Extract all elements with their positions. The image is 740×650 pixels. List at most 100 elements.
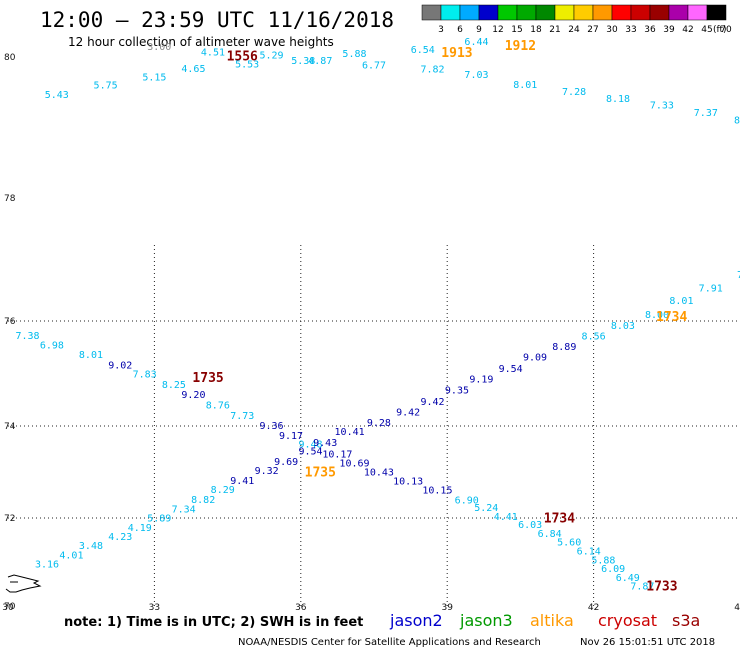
pass-time-label: 1913: [441, 46, 472, 61]
colorbar-label: 45: [701, 25, 712, 35]
map-subtitle: 12 hour collection of altimeter wave hei…: [68, 35, 334, 49]
wave-height-value: 3.16: [35, 559, 59, 570]
colorbar-swatch: [592, 4, 613, 21]
colorbar-swatch: [554, 4, 575, 21]
colorbar-label: 36: [644, 25, 656, 35]
colorbar-swatch: [649, 4, 670, 21]
wave-height-value: 7: [737, 270, 740, 281]
pass-time-labels: 1556 1913 1912 1735 1735 1734 1734 1733: [192, 39, 687, 595]
wave-height-value: 3.48: [79, 541, 103, 552]
wave-height-value: 9.28: [367, 418, 391, 429]
colorbar-label: 30: [606, 25, 618, 35]
wave-height-value: 6.44: [464, 37, 488, 48]
longitude-tick: 39: [441, 603, 453, 613]
wave-height-value: 10.17: [322, 449, 352, 460]
wave-height-value: 4.87: [308, 56, 332, 67]
map-title: 12:00 — 23:59 UTC 11/16/2018: [40, 8, 394, 32]
wave-height-value: 6.03: [518, 520, 542, 531]
wave-height-value: 7.33: [650, 100, 674, 111]
pass-time-label: 1734: [544, 511, 575, 526]
colorbar-label: 70: [720, 25, 732, 35]
colorbar-label: 18: [530, 25, 542, 35]
colorbar-swatch: [497, 4, 518, 21]
latitude-tick: 76: [4, 317, 16, 327]
pass-time-label: 1735: [192, 371, 223, 386]
wave-height-value: 5.60: [557, 538, 581, 549]
colorbar-label: 27: [587, 25, 598, 35]
wave-height-value: 7.87: [630, 581, 654, 592]
satellite-legend-s3a: s3a: [672, 611, 700, 630]
colorbar-swatch: [440, 4, 461, 21]
colorbar-swatch: [516, 4, 537, 21]
wave-height-value: 9.35: [445, 385, 469, 396]
wave-height-value: 10.69: [339, 458, 369, 469]
latitude-tick: 70: [4, 602, 16, 612]
pass-time-label: 1733: [646, 580, 677, 595]
wave-height-value: 9.48: [299, 440, 323, 451]
wave-height-value: 8.00: [645, 310, 669, 321]
colorbar-swatch: [668, 4, 689, 21]
wave-height-value: 9.43: [313, 438, 337, 449]
latitude-tick: 78: [4, 194, 16, 204]
wave-height-value: 9.42: [396, 408, 420, 419]
pass-time-label: 1912: [505, 39, 536, 54]
wave-height-value: 8.56: [582, 331, 606, 342]
colorbar-swatch: [687, 4, 708, 21]
colorbar-label: 21: [549, 25, 560, 35]
wave-height-value: 9.02: [108, 360, 132, 371]
wave-height-value: 6.84: [538, 529, 562, 540]
wave-height-value: 7.82: [421, 65, 445, 76]
longitude-tick: 45: [734, 603, 740, 613]
wave-height-value: 9.09: [523, 352, 547, 363]
wave-height-value: 8.25: [162, 380, 186, 391]
wave-height-value: 6.49: [616, 573, 640, 584]
colorbar-swatch: [478, 4, 499, 21]
footnote: note: 1) Time is in UTC; 2) SWH is in fe…: [64, 615, 363, 630]
wave-height-value: 9.54: [499, 364, 523, 375]
wave-height-value: 8.18: [606, 94, 630, 105]
colorbar-label: 39: [663, 25, 675, 35]
colorbar-label: 12: [492, 25, 503, 35]
wave-height-value: 8.01: [79, 350, 103, 361]
colorbar-label: 42: [682, 25, 693, 35]
wave-height-value: 6.54: [411, 45, 435, 56]
wave-height-value: 7.28: [562, 87, 586, 98]
lat-lon-grid: [8, 245, 738, 606]
wave-height-value: 4.65: [181, 64, 205, 75]
wave-height-value: 7.03: [464, 70, 488, 81]
satellite-legend-jason2: jason2: [389, 611, 443, 630]
wave-height-value: 9.19: [469, 374, 493, 385]
wave-height-value: 9.54: [299, 447, 323, 458]
wave-height-value: 7.37: [694, 108, 718, 119]
colorbar-swatch: [459, 4, 480, 21]
pass-time-label: 1735: [305, 466, 336, 481]
wave-height-value: 7.91: [699, 283, 723, 294]
wave-height-value: 10.15: [422, 486, 452, 497]
wave-height-value: 9.41: [230, 476, 254, 487]
longitude-tick: 42: [588, 603, 599, 613]
wave-height-value: 5.88: [342, 49, 366, 60]
wave-height-value: 6.09: [601, 564, 625, 575]
wave-height-value: 6.98: [40, 340, 64, 351]
wave-height-value: 4.19: [128, 523, 152, 534]
wave-height-value: 4.01: [59, 550, 83, 561]
colorbar-label: 33: [625, 25, 636, 35]
wave-height-value: 8.01: [669, 296, 693, 307]
wave-height-value: 3.00: [147, 42, 171, 53]
wave-height-value: 10.13: [393, 476, 423, 487]
wave-height-observations: 5.43 5.75 5.15 4.65 3.00 4.51 5.535.29 5.384.87…: [15, 37, 740, 592]
axis-ticks: 30 33 36 39 42 45 80 78 76 74 72 70: [2, 53, 740, 613]
latitude-tick: 72: [4, 514, 15, 524]
latitude-tick: 74: [4, 422, 16, 432]
wave-height-value: 9.20: [181, 390, 205, 401]
wave-height-value: 6.77: [362, 60, 386, 71]
longitude-tick: 36: [295, 603, 307, 613]
satellite-legend-cryosat: cryosat: [598, 611, 657, 630]
colorbar-unit: (ft): [713, 25, 727, 35]
wave-height-value: 4.41: [494, 512, 518, 523]
wave-height-value: 8.89: [552, 342, 576, 353]
footer-timestamp: Nov 26 15:01:51 UTC 2018: [580, 637, 715, 648]
longitude-tick: 30: [2, 603, 14, 613]
colorbar-label: 3: [438, 25, 444, 35]
